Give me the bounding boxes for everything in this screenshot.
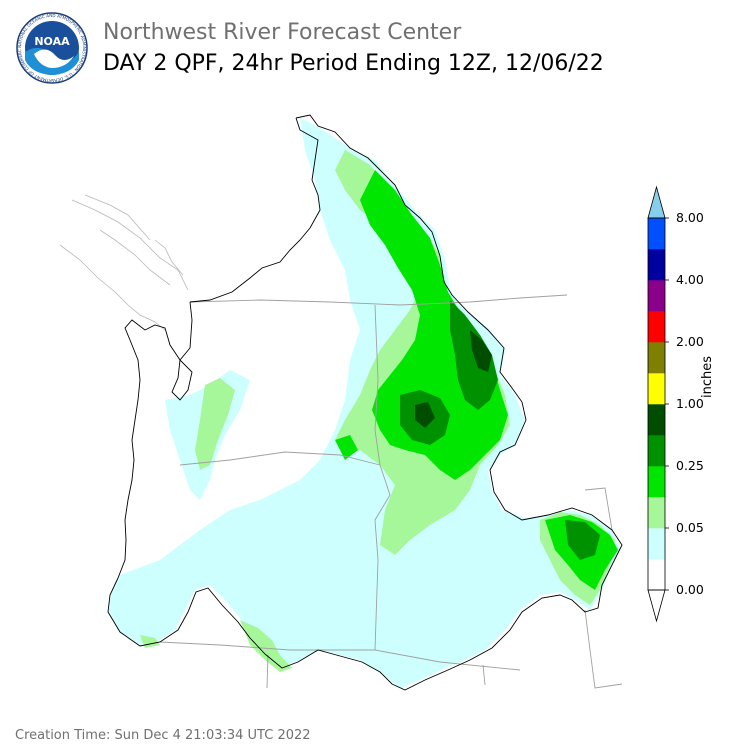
colorbar-tick-label: 8.00 <box>676 210 704 225</box>
colorbar-tick-label: 1.00 <box>676 396 704 411</box>
colorbar-tick-label: 0.00 <box>676 582 704 597</box>
canada-coastline <box>59 194 189 331</box>
colorbar-tick-label: 4.00 <box>676 272 704 287</box>
product-title: DAY 2 QPF, 24hr Period Ending 12Z, 12/06… <box>103 51 604 76</box>
logo-text: NOAA <box>34 35 70 48</box>
state-boundaries <box>159 294 623 689</box>
colorbar-tick-label: 0.05 <box>676 520 704 535</box>
colorbar-unit: inches <box>700 355 715 398</box>
basin-outline <box>107 114 623 691</box>
colorbar-tick-label: 0.25 <box>676 458 704 473</box>
agency-title: Northwest River Forecast Center <box>103 20 462 45</box>
colorbar-tick-label: 2.00 <box>676 334 704 349</box>
creation-time: Creation Time: Sun Dec 4 21:03:34 UTC 20… <box>15 728 311 743</box>
noaa-logo: NOAA NATIONAL OCEANIC AND ATMOSPHERIC AD… <box>16 12 88 84</box>
precip-darkest-green <box>415 330 492 428</box>
